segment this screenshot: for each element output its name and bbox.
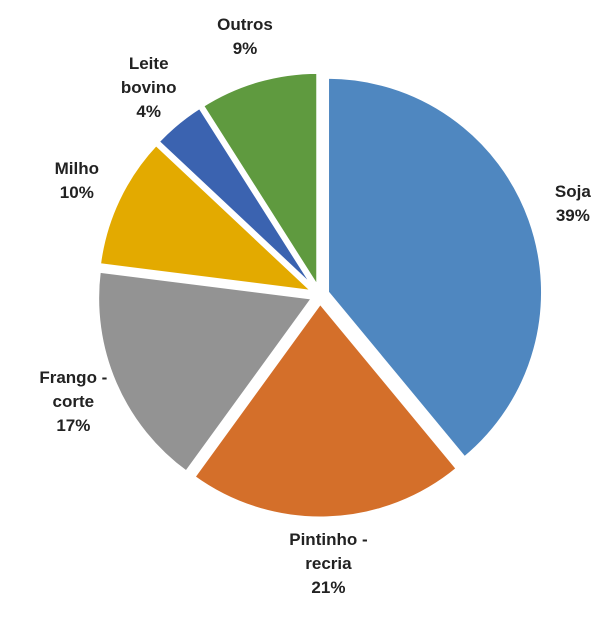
value-label: 21% xyxy=(311,577,346,597)
value-label: 4% xyxy=(136,101,161,121)
value-label: 10% xyxy=(59,182,94,202)
slice-label: Milho 10% xyxy=(37,157,117,205)
pie-slice xyxy=(200,70,320,293)
pie-slice xyxy=(156,105,317,290)
value-label: 9% xyxy=(232,38,258,58)
pie-slice xyxy=(191,300,460,520)
pie-slice xyxy=(326,75,545,461)
slice-label: Frango - corte 17% xyxy=(31,366,116,438)
value-label: 39% xyxy=(555,205,590,225)
pie-slice xyxy=(96,269,316,475)
category-label: Pintinho - recria xyxy=(289,529,368,573)
category-label: Milho xyxy=(54,158,99,178)
slice-label: Soja 39% xyxy=(533,180,597,228)
pie-slice xyxy=(97,142,318,294)
slice-label: Pintinho - recria 21% xyxy=(278,528,378,600)
category-label: Soja xyxy=(554,181,591,201)
category-label: Leite bovino xyxy=(120,53,177,97)
category-label: Frango - corte xyxy=(39,367,108,411)
category-label: Outros xyxy=(217,14,273,34)
slice-label: Outros 9% xyxy=(205,13,285,61)
slice-label: Leite bovino 4% xyxy=(114,52,184,124)
value-label: 17% xyxy=(56,415,91,435)
